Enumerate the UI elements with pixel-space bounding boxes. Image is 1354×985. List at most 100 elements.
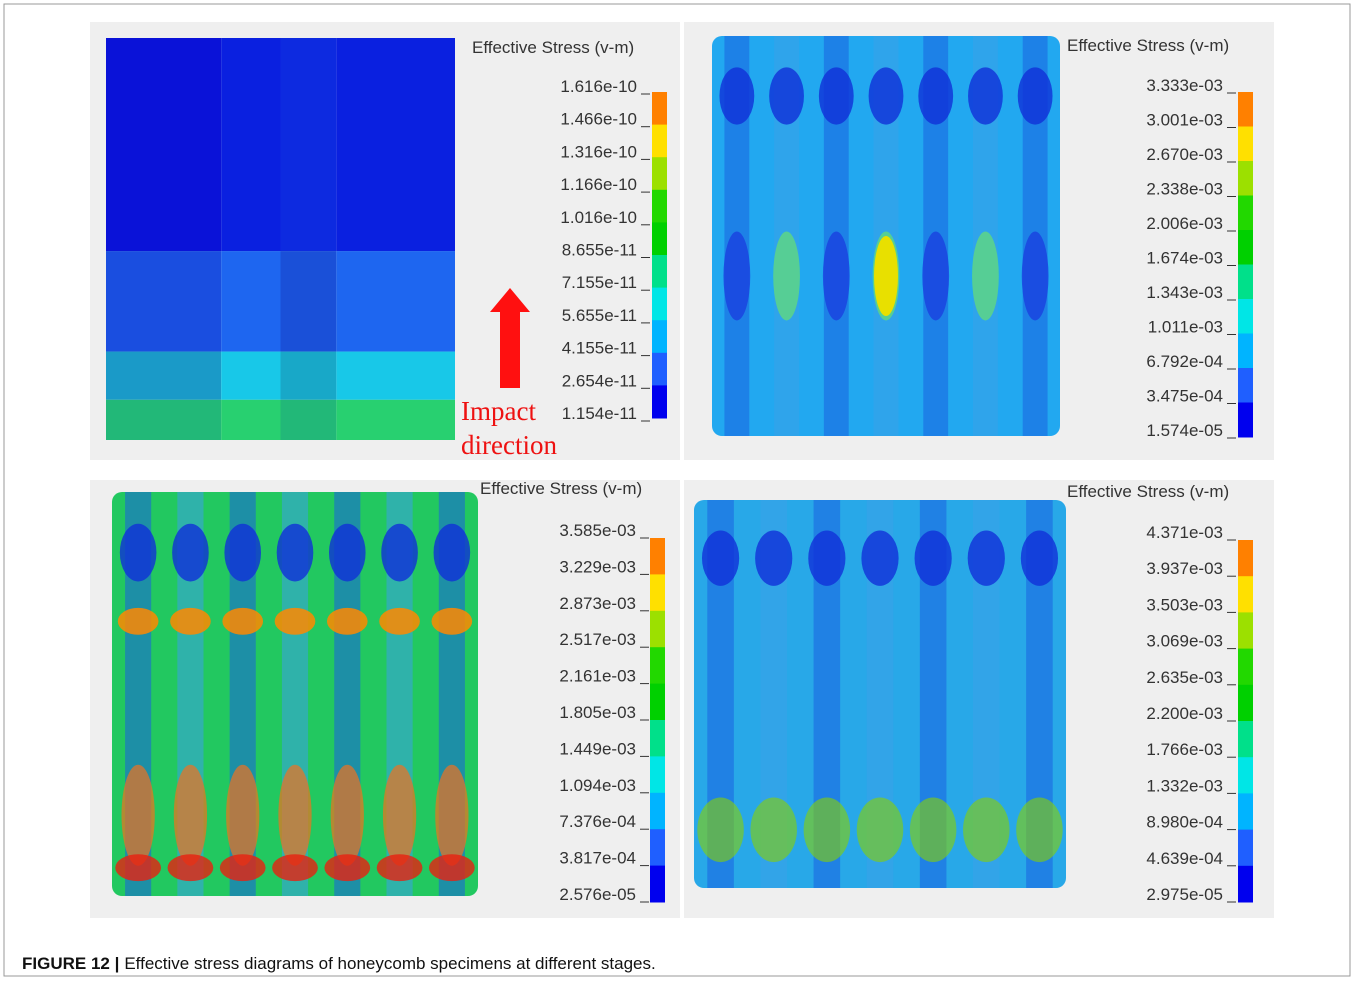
annotation: direction bbox=[461, 430, 557, 460]
colorbar-segment bbox=[650, 829, 665, 866]
contour-region bbox=[120, 524, 157, 582]
scale-label: 2.338e-03 bbox=[1146, 180, 1223, 199]
colorbar-segment bbox=[1238, 161, 1253, 196]
scale-label: 1.674e-03 bbox=[1146, 249, 1223, 268]
contour-region bbox=[222, 608, 263, 635]
contour-region bbox=[278, 765, 311, 866]
colorbar-segment bbox=[650, 538, 665, 575]
scale-label: 3.503e-03 bbox=[1146, 595, 1223, 614]
colorbar-segment bbox=[650, 720, 665, 757]
scale-label: 3.937e-03 bbox=[1146, 559, 1223, 578]
contour-region bbox=[122, 765, 155, 866]
legend-title: Effective Stress (v-m) bbox=[1067, 482, 1229, 501]
contour-region bbox=[723, 232, 750, 321]
scale-label: 4.371e-03 bbox=[1146, 523, 1223, 542]
colorbar-segment bbox=[650, 647, 665, 684]
scale-label: 2.873e-03 bbox=[559, 594, 636, 613]
contour-region bbox=[324, 854, 370, 881]
stress-plot bbox=[694, 500, 1066, 888]
contour-region bbox=[861, 530, 898, 585]
scale-label: 1.343e-03 bbox=[1146, 283, 1223, 302]
contour-region bbox=[808, 530, 845, 585]
contour-region bbox=[221, 251, 280, 352]
contour-region bbox=[226, 765, 259, 866]
colorbar-segment bbox=[1238, 403, 1253, 438]
legend-title: Effective Stress (v-m) bbox=[472, 38, 634, 57]
scale-label: 3.475e-04 bbox=[1146, 387, 1223, 406]
contour-region bbox=[804, 797, 851, 862]
scale-label: 2.975e-05 bbox=[1146, 885, 1223, 904]
contour-region bbox=[755, 530, 792, 585]
contour-region bbox=[331, 765, 364, 866]
contour-region bbox=[106, 352, 221, 400]
contour-region bbox=[281, 352, 337, 400]
panel: Effective Stress (v-m)1.616e-101.466e-10… bbox=[90, 22, 680, 460]
contour-region bbox=[432, 608, 473, 635]
colorbar-segment bbox=[650, 756, 665, 793]
contour-region bbox=[106, 400, 221, 440]
scale-label: 2.161e-03 bbox=[559, 667, 636, 686]
contour-region bbox=[963, 797, 1010, 862]
arrow-shaft bbox=[500, 310, 520, 388]
colorbar-segment bbox=[1238, 230, 1253, 265]
colorbar-segment bbox=[1238, 540, 1253, 577]
contour-region bbox=[773, 232, 800, 321]
colorbar-segment bbox=[1238, 368, 1253, 403]
colorbar-segment bbox=[652, 320, 667, 353]
colorbar-segment bbox=[1238, 265, 1253, 300]
colorbar-segment bbox=[1238, 721, 1253, 758]
scale-label: 1.574e-05 bbox=[1146, 421, 1223, 440]
contour-region bbox=[719, 67, 754, 124]
contour-region bbox=[922, 232, 949, 321]
scale-label: 2.654e-11 bbox=[562, 371, 637, 390]
stress-plot bbox=[106, 38, 455, 440]
scale-label: 3.817e-04 bbox=[559, 849, 636, 868]
colorbar-segment bbox=[1238, 793, 1253, 830]
contour-region bbox=[377, 854, 423, 881]
colorbar-segment bbox=[1238, 830, 1253, 867]
contour-region bbox=[336, 400, 455, 440]
contour-region bbox=[327, 608, 368, 635]
scale-label: 3.333e-03 bbox=[1146, 76, 1223, 95]
contour-region bbox=[918, 67, 953, 124]
colorbar-segment bbox=[650, 793, 665, 830]
contour-region bbox=[702, 530, 739, 585]
contour-region bbox=[221, 38, 280, 251]
scale-label: 1.166e-10 bbox=[560, 175, 637, 194]
contour-region bbox=[972, 232, 999, 321]
scale-label: 6.792e-04 bbox=[1146, 352, 1223, 371]
legend-title: Effective Stress (v-m) bbox=[480, 479, 642, 498]
contour-region bbox=[272, 854, 318, 881]
panel: Effective Stress (v-m)3.333e-033.001e-03… bbox=[684, 22, 1274, 460]
panel: Effective Stress (v-m) 4.371e-03 3.937e-03… bbox=[684, 480, 1274, 918]
contour-region bbox=[769, 67, 804, 124]
contour-region bbox=[697, 797, 744, 862]
contour-region bbox=[106, 38, 221, 251]
colorbar-segment bbox=[1238, 649, 1253, 686]
scale-label: 1.154e-11 bbox=[562, 404, 637, 423]
contour-region bbox=[968, 67, 1003, 124]
colorbar-segment bbox=[650, 611, 665, 648]
colorbar-segment bbox=[652, 353, 667, 386]
panel: Effective Stress (v-m)3.585e-033.229e-03… bbox=[90, 479, 680, 918]
contour-region bbox=[336, 38, 455, 251]
colorbar-segment bbox=[652, 92, 667, 125]
scale-label: 3.069e-03 bbox=[1146, 632, 1223, 651]
contour-region bbox=[281, 251, 337, 352]
contour-region bbox=[336, 352, 455, 400]
caption: FIGURE 12 |Effective stress diagrams of … bbox=[22, 954, 656, 973]
contour-region bbox=[277, 524, 314, 582]
colorbar-segment bbox=[652, 222, 667, 255]
scale-label: 3.229e-03 bbox=[559, 557, 636, 576]
contour-region bbox=[819, 67, 854, 124]
contour-region bbox=[172, 524, 209, 582]
scale-label: 2.517e-03 bbox=[559, 630, 636, 649]
colorbar-segment bbox=[1238, 196, 1253, 231]
scale-label: 1.316e-10 bbox=[560, 142, 637, 161]
panels: Effective Stress (v-m)1.616e-101.466e-10… bbox=[90, 22, 1274, 918]
contour-region bbox=[1022, 232, 1049, 321]
contour-region bbox=[910, 797, 957, 862]
contour-region bbox=[220, 854, 266, 881]
colorbar-segment bbox=[652, 190, 667, 223]
colorbar-segment bbox=[650, 574, 665, 611]
